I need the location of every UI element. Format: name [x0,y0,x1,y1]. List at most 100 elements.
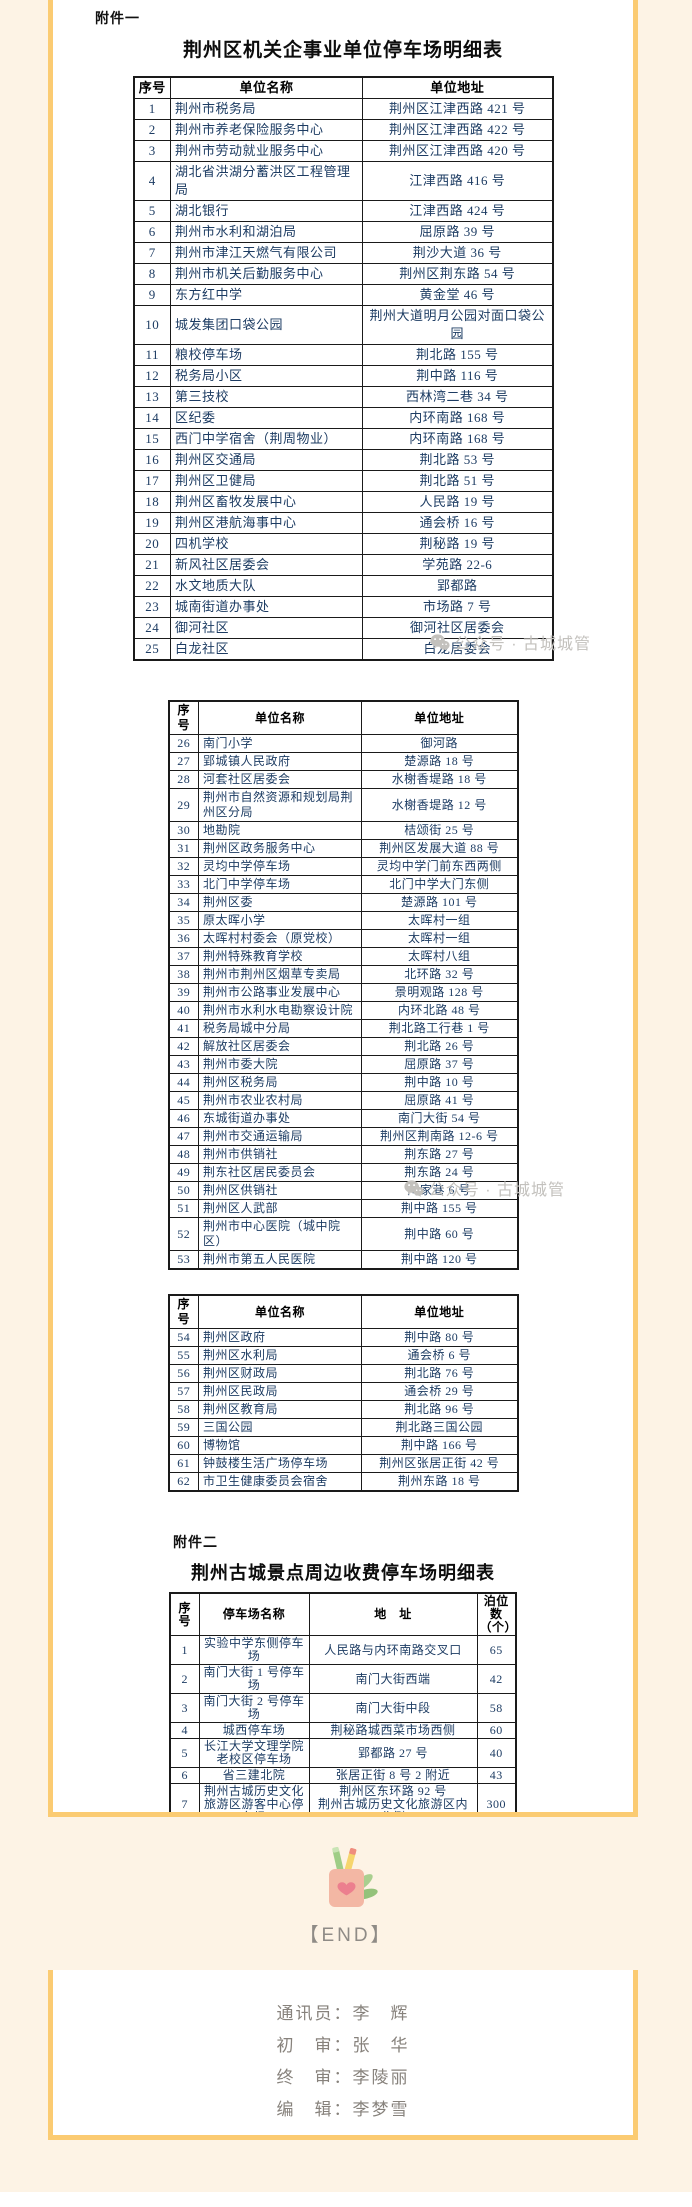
table-row: 34 荆州区委 楚源路 101 号 [168,893,518,912]
table-cell: 荆北路 76 号 [361,1364,518,1383]
table-cell: 28 [168,770,199,789]
table-cell: 楚源路 18 号 [361,752,518,771]
table-cell: 59 [168,1418,199,1437]
table-row: 9 东方红中学 黄金堂 46 号 [133,284,553,306]
table-row: 3 荆州市劳动就业服务中心 荆州区江津西路 420 号 [133,140,553,162]
table-cell: 65 [476,1635,517,1665]
table-row: 7 荆州市津江天燃气有限公司 荆沙大道 36 号 [133,242,553,264]
pencil-cup-illustration [329,1846,378,1907]
attachment1-title: 荆州区机关企事业单位停车场明细表 [182,40,503,61]
table-row: 59 三国公园 荆北路三国公园 [168,1418,518,1437]
table-cell: 荆州区荆东路 54 号 [362,263,553,285]
table-cell: 荆州区财政局 [198,1364,362,1383]
table-cell: 南门大街 2 号停车场 [198,1693,310,1723]
table-cell: 北门中学停车场 [198,875,362,894]
table-cell: 税务局小区 [170,365,363,387]
table-cell: 南门大街 54 号 [361,1109,518,1128]
column-header: 停车场名称 [198,1592,310,1636]
table-cell: 通会桥 6 号 [361,1346,518,1365]
table-cell: 34 [168,893,199,912]
article-content-panel: 附件一 荆州区机关企事业单位停车场明细表 序号 单位名称 单位地址 1 荆州市税务局 荆州… [48,0,638,1817]
table-cell: 白龙社区 [170,638,363,661]
table-cell: 屈原路 37 号 [361,1055,518,1074]
table-header-row: 序号 单位名称 单位地址 [168,700,518,735]
table-cell: 1 [133,98,171,120]
table-cell: 2 [169,1664,200,1694]
table-cell: 44 [168,1073,199,1092]
table-cell: 市场路 7 号 [362,596,553,618]
table-row: 60 博物馆 荆中路 166 号 [168,1436,518,1455]
table-cell: 11 [133,344,171,366]
table-cell: 通会桥 16 号 [362,512,553,534]
column-header: 单位地址 [361,700,518,735]
table-row: 55 荆州区水利局 通会桥 6 号 [168,1346,518,1365]
table-cell: 荆州区港航海事中心 [170,512,363,534]
credit-final-review: 终 审：李陵丽 [276,2068,410,2087]
table-cell: 内环南路 168 号 [362,407,553,429]
table-header-row: 序号 单位名称 单位地址 [133,76,553,99]
bottom-cream-strip [0,2140,692,2192]
table-cell: 荆东路 24 号 [361,1163,518,1182]
table-cell: 53 [168,1250,199,1270]
table-cell: 58 [168,1400,199,1419]
table-cell: 9 [133,284,171,306]
table-cell: 52 [168,1217,199,1251]
attachment2-table: 序号 停车场名称地 址泊位数（个） 1 实验中学东侧停车场 人民路与内环南路交叉口 65 2… [169,1592,517,1812]
table-cell: 32 [168,857,199,876]
table-row: 35 原太晖小学 太晖村一组 [168,911,518,930]
table-cell: 南门大街西端 [308,1664,478,1694]
table-cell: 荆州市中心医院（城中院区） [198,1217,362,1251]
table-header-row: 序号 单位名称 单位地址 [168,1294,518,1329]
table-cell: 荆州市养老保险服务中心 [170,119,363,141]
table-row: 7 荆州古城历史文化旅游区游客中心停车场 荆州区东环路 92 号 荆州古城历史文化旅… [169,1783,517,1812]
table-cell: 荆北路 96 号 [361,1400,518,1419]
table-cell: 33 [168,875,199,894]
table-cell: 7 [133,242,171,264]
table-row: 6 荆州市水利和湖泊局 屈原路 39 号 [133,221,553,243]
table-cell: 荆州区政务服务中心 [198,839,362,858]
credit-editor: 编 辑：李梦雪 [276,2100,410,2119]
table-cell: 20 [133,533,171,555]
table-cell: 地勘院 [198,821,362,840]
wechat-icon [404,1179,424,1197]
table-cell: 南门大街 1 号停车场 [198,1664,310,1694]
table-cell: 40 [168,1001,199,1020]
table-cell: 21 [133,554,171,576]
table-cell: 博物馆 [198,1436,362,1455]
table-cell: 城南街道办事处 [170,596,363,618]
table-cell: 江津西路 424 号 [362,200,553,222]
table-cell: 税务局城中分局 [198,1019,362,1038]
table-row: 5 长江大学文理学院老校区停车场 郢都路 27 号 40 [169,1738,517,1768]
table-cell: 河套社区居委会 [198,770,362,789]
table-cell: 江津西路 416 号 [362,161,553,201]
table-cell: 荆州区政府 [198,1328,362,1347]
table-cell: 学苑路 22-6 [362,554,553,576]
table-cell: 郢城镇人民政府 [198,752,362,771]
table-cell: 6 [133,221,171,243]
table-row: 8 荆州市机关后勤服务中心 荆州区荆东路 54 号 [133,263,553,285]
table-cell: 27 [168,752,199,771]
table-cell: 东城街道办事处 [198,1109,362,1128]
table-cell: 水榭香堤路 12 号 [361,788,518,822]
table-row: 53 荆州市第五人民医院 荆中路 120 号 [168,1250,518,1270]
attachment1-label: 附件一 [95,12,140,27]
table-cell: 东方红中学 [170,284,363,306]
table-cell: 荆州市交通运输局 [198,1127,362,1146]
table-cell: 37 [168,947,199,966]
table-cell: 荆州市津江天燃气有限公司 [170,242,363,264]
table-header-row: 序号 停车场名称地 址泊位数（个） [169,1592,517,1636]
table-cell: 粮校停车场 [170,344,363,366]
table-cell: 张居正街 8 号 2 附近 [308,1767,478,1784]
table-cell: 荆州古城历史文化旅游区游客中心停车场 [198,1783,310,1812]
table-cell: 城西停车场 [198,1722,310,1739]
table-cell: 屈原路 39 号 [362,221,553,243]
table-cell: 荆秘路 19 号 [362,533,553,555]
table-row: 20 四机学校 荆秘路 19 号 [133,533,553,555]
column-header: 泊位数（个） [476,1592,517,1636]
table-cell: 42 [476,1664,517,1694]
table-cell: 南门大街中段 [308,1693,478,1723]
table-cell: 荆北路三国公园 [361,1418,518,1437]
table-row: 39 荆州市公路事业发展中心 景明观路 128 号 [168,983,518,1002]
table-row: 27 郢城镇人民政府 楚源路 18 号 [168,752,518,771]
